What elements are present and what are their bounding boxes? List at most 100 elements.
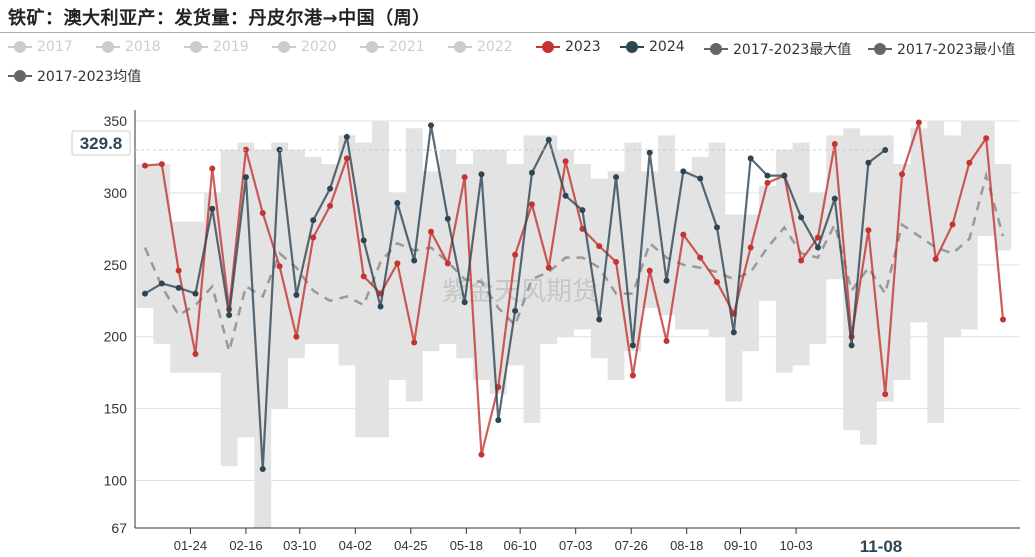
x-tick-label: 02-16 bbox=[229, 538, 262, 553]
data-point-2024 bbox=[730, 329, 737, 336]
data-point-2023 bbox=[360, 273, 367, 280]
data-point-2024 bbox=[444, 215, 451, 222]
data-point-2023 bbox=[865, 227, 872, 234]
chart-title: 铁矿：澳大利亚产：发货量：丹皮尔港→中国（周） bbox=[8, 8, 431, 29]
data-point-2024 bbox=[545, 136, 552, 143]
y-tick-label: 67 bbox=[111, 520, 127, 536]
y-tick-label: 250 bbox=[104, 257, 128, 273]
legend-label: 2018 bbox=[125, 39, 161, 55]
data-point-2023 bbox=[310, 234, 317, 241]
x-pointer-label: 11-08 bbox=[860, 537, 903, 556]
data-point-2024 bbox=[663, 277, 670, 284]
legend-item-2021[interactable]: 2021 bbox=[360, 39, 425, 55]
legend-item-2024[interactable]: 2024 bbox=[620, 39, 685, 55]
legend-marker-icon bbox=[868, 42, 892, 56]
x-tick-label: 01-24 bbox=[174, 538, 207, 553]
data-point-2023 bbox=[461, 174, 468, 181]
data-point-2024 bbox=[680, 168, 687, 175]
data-point-2023 bbox=[343, 155, 350, 162]
data-point-2024 bbox=[377, 303, 384, 310]
data-point-2024 bbox=[259, 466, 266, 473]
legend-item-2018[interactable]: 2018 bbox=[96, 39, 161, 55]
x-tick-label: 03-10 bbox=[283, 538, 316, 553]
data-point-2024 bbox=[714, 224, 720, 231]
y-tick-label: 150 bbox=[104, 401, 128, 417]
x-tick-label: 04-02 bbox=[339, 538, 372, 553]
data-point-2023 bbox=[596, 243, 603, 250]
legend-item-2022[interactable]: 2022 bbox=[448, 39, 513, 55]
legend-item-2017-2023均值[interactable]: 2017-2023均值 bbox=[8, 66, 141, 86]
y-pointer-label: 329.8 bbox=[80, 134, 123, 153]
legend-marker-icon bbox=[704, 42, 728, 56]
legend-marker-icon bbox=[184, 40, 208, 54]
y-tick-label: 200 bbox=[104, 329, 128, 345]
data-point-2023 bbox=[192, 350, 199, 357]
data-point-2023 bbox=[932, 256, 939, 263]
data-point-2023 bbox=[528, 201, 535, 208]
data-point-2024 bbox=[310, 217, 317, 224]
legend-item-2019[interactable]: 2019 bbox=[184, 39, 249, 55]
data-point-2023 bbox=[209, 165, 216, 172]
data-point-2024 bbox=[343, 133, 350, 140]
legend-label: 2024 bbox=[649, 39, 685, 55]
data-point-2024 bbox=[360, 237, 367, 244]
legend-marker-icon bbox=[360, 40, 384, 54]
y-tick-label: 350 bbox=[104, 113, 128, 129]
x-tick-label: 09-10 bbox=[724, 538, 757, 553]
x-tick-label: 07-03 bbox=[559, 538, 592, 553]
data-point-2024 bbox=[327, 185, 334, 192]
data-point-2023 bbox=[545, 264, 552, 271]
data-point-2023 bbox=[142, 162, 148, 169]
data-point-2024 bbox=[798, 214, 805, 221]
data-point-2024 bbox=[848, 342, 855, 349]
x-tick-label: 10-03 bbox=[779, 538, 812, 553]
data-point-2024 bbox=[646, 149, 653, 156]
data-point-2023 bbox=[579, 225, 586, 232]
data-point-2024 bbox=[528, 169, 535, 176]
series-2024 bbox=[142, 122, 889, 473]
legend-label: 2017-2023最大值 bbox=[733, 42, 852, 58]
legend-item-2020[interactable]: 2020 bbox=[272, 39, 337, 55]
legend-marker-icon bbox=[8, 69, 32, 83]
data-point-2023 bbox=[646, 267, 653, 274]
data-point-2023 bbox=[814, 234, 821, 241]
data-point-2023 bbox=[882, 391, 889, 398]
data-point-2023 bbox=[966, 159, 973, 166]
legend-item-2017[interactable]: 2017 bbox=[8, 39, 73, 55]
legend-label: 2022 bbox=[477, 39, 513, 55]
data-point-2023 bbox=[899, 171, 906, 178]
x-tick-label: 06-10 bbox=[504, 538, 537, 553]
data-point-2024 bbox=[209, 205, 216, 212]
data-point-2024 bbox=[175, 284, 182, 291]
data-point-2024 bbox=[579, 207, 586, 214]
y-tick-label: 100 bbox=[104, 473, 128, 489]
legend-item-2023[interactable]: 2023 bbox=[536, 39, 601, 55]
data-point-2023 bbox=[747, 244, 754, 251]
data-point-2023 bbox=[411, 339, 418, 346]
data-point-2024 bbox=[411, 257, 418, 264]
data-point-2023 bbox=[293, 333, 300, 340]
legend-label: 2017-2023最小值 bbox=[897, 42, 1016, 58]
legend-marker-icon bbox=[536, 40, 560, 54]
data-point-2023 bbox=[764, 179, 771, 186]
legend-marker-icon bbox=[8, 40, 32, 54]
legend-item-2017-2023最小值[interactable]: 2017-2023最小值 bbox=[868, 39, 1015, 59]
data-point-2023 bbox=[680, 231, 687, 238]
data-point-2024 bbox=[629, 342, 636, 349]
data-point-2024 bbox=[192, 290, 199, 297]
data-point-2024 bbox=[242, 174, 249, 181]
data-point-2023 bbox=[714, 279, 720, 286]
x-tick-label: 04-25 bbox=[394, 538, 427, 553]
legend-item-2017-2023最大值[interactable]: 2017-2023最大值 bbox=[704, 39, 851, 59]
data-point-2023 bbox=[478, 451, 485, 458]
data-point-2024 bbox=[747, 155, 754, 162]
legend-label: 2021 bbox=[389, 39, 425, 55]
legend-label: 2017-2023均值 bbox=[37, 69, 142, 85]
data-point-2024 bbox=[697, 175, 704, 182]
data-point-2023 bbox=[562, 158, 569, 165]
data-point-2023 bbox=[629, 372, 636, 379]
data-point-2023 bbox=[697, 254, 704, 261]
data-point-2023 bbox=[831, 141, 838, 148]
y-tick-label: 300 bbox=[104, 185, 128, 201]
data-point-2024 bbox=[814, 244, 821, 251]
